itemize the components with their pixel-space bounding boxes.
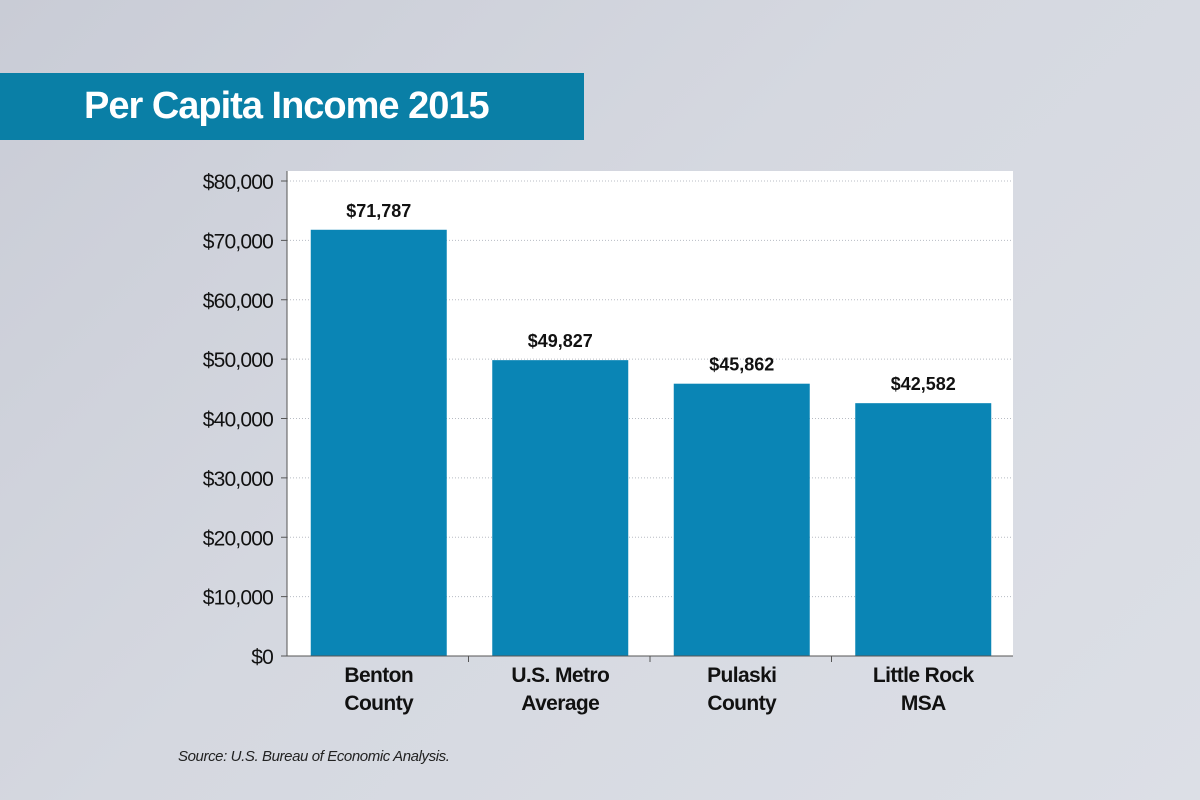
value-label: $42,582 — [891, 374, 956, 394]
x-tick-label: Pulaski — [707, 664, 776, 687]
y-tick-label: $10,000 — [203, 587, 273, 610]
x-tick-labels: Benton County U.S. Metro Average Pulaski Coun… — [344, 664, 975, 715]
x-tick-label: MSA — [901, 692, 946, 715]
title-banner: Per Capita Income 2015 — [0, 73, 584, 140]
x-tick-label: Little Rock — [873, 664, 975, 687]
bar — [855, 403, 992, 656]
y-tick-label: $50,000 — [203, 349, 273, 372]
bars — [310, 229, 992, 656]
axes — [281, 171, 1013, 662]
x-tick-label: County — [344, 692, 414, 715]
y-tick-labels: $0 $10,000 $20,000 $30,000 $40,000 $50,000 $60… — [203, 171, 274, 669]
bar — [310, 229, 447, 656]
chart-title: Per Capita Income 2015 — [84, 85, 490, 127]
y-tick-label: $40,000 — [203, 409, 273, 432]
value-label: $71,787 — [346, 201, 411, 221]
x-tick-label: Benton — [344, 664, 413, 687]
y-tick-label: $60,000 — [203, 290, 273, 313]
y-tick-label: $70,000 — [203, 230, 273, 253]
y-tick-label: $20,000 — [203, 527, 273, 550]
value-labels: $71,787 $49,827 $45,862 $42,582 — [346, 201, 956, 394]
y-tick-label: $80,000 — [203, 171, 273, 194]
x-tick-label: Average — [521, 692, 599, 715]
y-tick-label: $30,000 — [203, 468, 273, 491]
bar — [673, 383, 810, 656]
source-note: Source: U.S. Bureau of Economic Analysis… — [178, 748, 450, 765]
x-tick-label: County — [707, 692, 777, 715]
y-tick-label: $0 — [251, 646, 273, 669]
value-label: $45,862 — [709, 355, 774, 375]
bar — [492, 360, 629, 656]
x-tick-label: U.S. Metro — [511, 664, 609, 687]
value-label: $49,827 — [528, 331, 593, 351]
